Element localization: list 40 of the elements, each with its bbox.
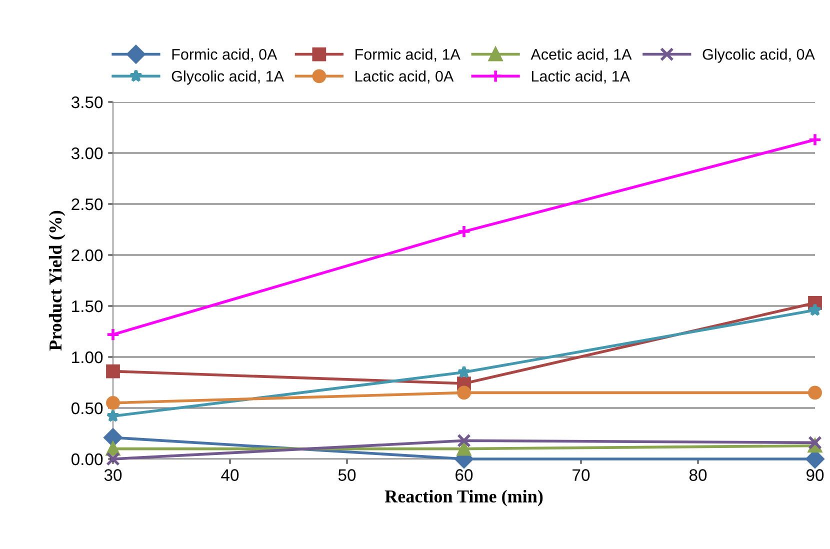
point <box>457 224 471 238</box>
point <box>457 442 471 456</box>
point <box>808 436 822 450</box>
y-tick-label: 0.00 <box>71 453 103 466</box>
y-tick-label: 0.50 <box>71 402 103 414</box>
legend-label: Formic acid, 0A <box>172 48 278 62</box>
y-tick-label: 3.50 <box>71 96 103 108</box>
x-tick-label: 70 <box>572 469 590 481</box>
point <box>457 365 471 378</box>
y-tick-label: 1.00 <box>72 351 103 364</box>
y-tick-label: 3.00 <box>71 147 103 160</box>
x-tick-label: 90 <box>806 469 824 481</box>
point <box>457 386 471 400</box>
legend-label: Glycolic acid, 0A <box>702 48 815 63</box>
x-tick-label: 30 <box>104 469 122 481</box>
point <box>106 452 120 466</box>
y-axis-title: Product Yield (%) <box>48 210 66 351</box>
point <box>106 442 120 456</box>
point <box>808 386 822 400</box>
x-tick-label: 80 <box>689 469 707 481</box>
y-tick-label: 2.50 <box>72 198 103 210</box>
point <box>808 303 822 316</box>
y-tick-label: 2.00 <box>72 249 103 262</box>
x-tick-label: 50 <box>338 469 356 481</box>
legend-label: Lactic acid, 1A <box>532 70 630 84</box>
legend-label: Glycolic acid, 1A <box>172 70 284 85</box>
point <box>106 396 120 410</box>
point <box>457 434 471 448</box>
point <box>104 428 122 447</box>
legend-label: Formic acid, 1A <box>356 48 460 62</box>
point <box>808 132 822 147</box>
legend-label: Acetic acid, 1A <box>530 48 632 62</box>
y-tick-label: 1.50 <box>72 300 103 312</box>
point <box>106 364 120 378</box>
x-tick-label: 60 <box>456 469 473 481</box>
legend-label: Lactic acid, 0A <box>356 70 454 84</box>
point <box>106 409 120 422</box>
x-tick-label: 40 <box>221 469 239 481</box>
x-axis-title: Reaction Time (min) <box>384 490 543 506</box>
point <box>106 328 120 342</box>
